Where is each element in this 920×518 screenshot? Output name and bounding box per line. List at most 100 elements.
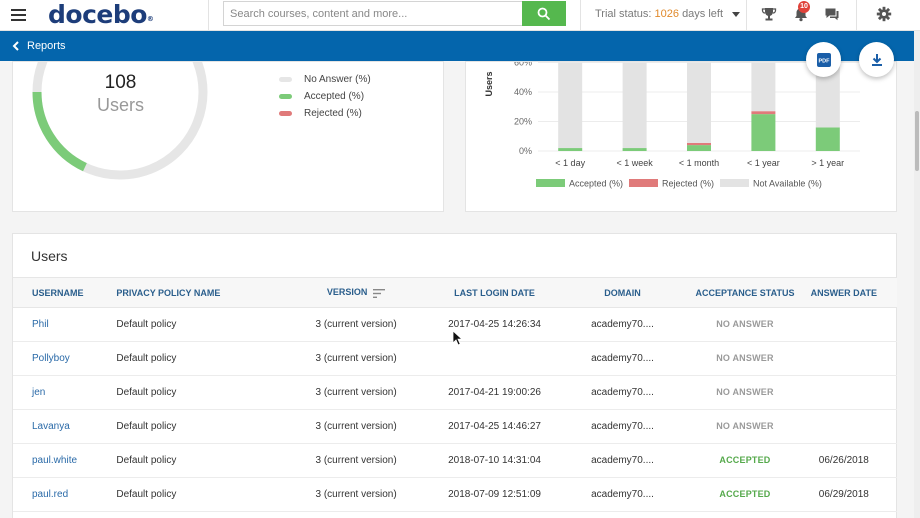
sort-icon[interactable] <box>373 288 386 298</box>
table-row: paul.white Default policy 3 (current ver… <box>13 444 897 478</box>
last-login-cell: 2018-07-10 14:31:04 <box>448 455 541 466</box>
column-header-username[interactable]: USERNAME <box>32 287 84 298</box>
column-header-domain[interactable]: DOMAIN <box>604 287 641 298</box>
status-badge: ACCEPTED <box>719 455 771 465</box>
y-tick-label: 40% <box>514 87 532 97</box>
users-count-label: Users <box>96 95 144 115</box>
username-link[interactable]: Pollyboy <box>32 353 70 364</box>
chart-bar-segment <box>687 62 711 143</box>
answer-date-cell <box>811 342 897 376</box>
acceptance-bar-chart: 0% 20% 40% 60% Users < 1 day < 1 week < 1 month… <box>484 62 860 189</box>
logo[interactable]: docebo® <box>48 0 154 30</box>
reports-bar: Reports <box>0 31 920 61</box>
username-link[interactable]: jen <box>32 387 46 398</box>
chart-card: 0% 20% 40% 60% Users < 1 day < 1 week < 1 month… <box>465 61 897 212</box>
username-link[interactable]: Lavanya <box>32 421 70 432</box>
legend-label: Not Available (%) <box>753 179 822 189</box>
logo-text: docebo <box>48 0 147 29</box>
policy-cell: Default policy <box>116 387 177 398</box>
version-cell: 3 (current version) <box>315 353 397 364</box>
username-link[interactable]: Phil <box>32 319 49 330</box>
x-tick-label: > 1 year <box>811 158 844 168</box>
username-link[interactable]: paul.white <box>32 455 78 466</box>
chart-bar-segment <box>622 62 647 149</box>
domain-cell: academy70.... <box>591 421 654 432</box>
legend-swatch <box>720 179 749 187</box>
page-scrollbar[interactable] <box>914 31 920 518</box>
trophy-icon[interactable] <box>761 6 777 22</box>
y-axis-label: Users <box>484 71 494 96</box>
download-button[interactable] <box>859 42 894 77</box>
legend-label: Accepted (%) <box>569 179 623 189</box>
chart-bar-segment <box>622 148 647 151</box>
legend-label: Accepted (%) <box>304 91 365 102</box>
username-cell: jen <box>13 376 116 410</box>
summary-card: 108 Users No Answer (%) Accepted (%) Rej… <box>12 61 444 212</box>
column-header-version[interactable]: VERSION <box>289 278 423 308</box>
username-cell: paul.red <box>13 478 116 512</box>
answer-date-cell <box>811 376 897 410</box>
last-login-cell <box>423 342 566 376</box>
chart-bar-segment <box>558 148 583 151</box>
scrollbar-thumb[interactable] <box>915 111 919 171</box>
chart-bar-segment <box>687 142 711 146</box>
legend-item-accepted: Accepted (%) <box>279 88 371 105</box>
x-tick-label: < 1 week <box>616 158 653 168</box>
version-cell: 3 (current version) <box>315 455 397 466</box>
version-cell: 3 (current version) <box>315 319 397 330</box>
svg-text:PDF: PDF <box>818 58 830 64</box>
policy-cell: Default policy <box>116 421 177 432</box>
legend-label: Rejected (%) <box>662 179 714 189</box>
policy-cell: Default policy <box>116 353 177 364</box>
status-cell: ACCEPTED <box>679 478 810 512</box>
chart-bar-segment <box>558 62 583 149</box>
last-login-cell: 2017-04-25 14:26:34 <box>448 319 541 330</box>
chevron-down-icon <box>732 11 741 17</box>
legend-swatch <box>279 77 292 82</box>
username-link[interactable]: paul.red <box>32 489 69 500</box>
version-cell: 3 (current version) <box>315 421 397 432</box>
column-header-last-login[interactable]: LAST LOGIN DATE <box>454 287 535 298</box>
divider <box>746 0 747 31</box>
search-input[interactable] <box>223 1 523 26</box>
trial-prefix: Trial status: <box>595 8 652 20</box>
menu-icon[interactable] <box>11 9 26 21</box>
status-badge: ACCEPTED <box>719 489 771 499</box>
divider <box>208 0 209 31</box>
column-header-acceptance-status[interactable]: ACCEPTANCE STATUS <box>695 287 795 298</box>
back-link[interactable]: Reports <box>12 40 66 52</box>
top-bar: docebo® Trial status: 1026 days left 10 <box>0 0 920 31</box>
legend-swatch <box>629 179 658 187</box>
legend-swatch <box>536 179 565 187</box>
back-label: Reports <box>27 40 66 52</box>
status-cell: NO ANSWER <box>679 410 810 444</box>
domain-cell: academy70.... <box>591 353 654 364</box>
last-login-cell: 2018-07-09 12:51:09 <box>448 489 541 500</box>
chat-icon[interactable] <box>824 6 840 22</box>
legend-label: Rejected (%) <box>304 108 362 119</box>
username-cell: Pollyboy <box>13 342 116 376</box>
table-row: Lavanya Default policy 3 (current versio… <box>13 410 897 444</box>
y-tick-label: 20% <box>514 117 532 127</box>
search-icon <box>537 7 551 20</box>
legend-item-no-answer: No Answer (%) <box>279 71 371 88</box>
status-cell: NO ANSWER <box>679 376 810 410</box>
chevron-left-icon <box>12 41 19 51</box>
column-header-policy-name[interactable]: PRIVACY POLICY NAME <box>116 287 221 298</box>
export-pdf-button[interactable]: PDF <box>806 42 841 77</box>
chart-bar-segment <box>751 114 776 151</box>
gear-icon[interactable] <box>876 6 892 22</box>
policy-cell: Default policy <box>116 489 177 500</box>
version-cell: 3 (current version) <box>315 489 397 500</box>
chart-bar-segment <box>751 62 776 112</box>
policy-cell: Default policy <box>116 319 177 330</box>
answer-date-cell <box>811 308 897 342</box>
policy-cell: Default policy <box>116 455 177 466</box>
trial-status-dropdown[interactable]: Trial status: 1026 days left <box>595 8 741 20</box>
domain-cell: academy70.... <box>591 319 654 330</box>
domain-cell: academy70.... <box>591 387 654 398</box>
column-header-answer-date[interactable]: ANSWER DATE <box>810 287 877 298</box>
search-button[interactable] <box>522 1 566 26</box>
table-row: paul.red Default policy 3 (current versi… <box>13 478 897 512</box>
status-cell: NO ANSWER <box>679 342 810 376</box>
